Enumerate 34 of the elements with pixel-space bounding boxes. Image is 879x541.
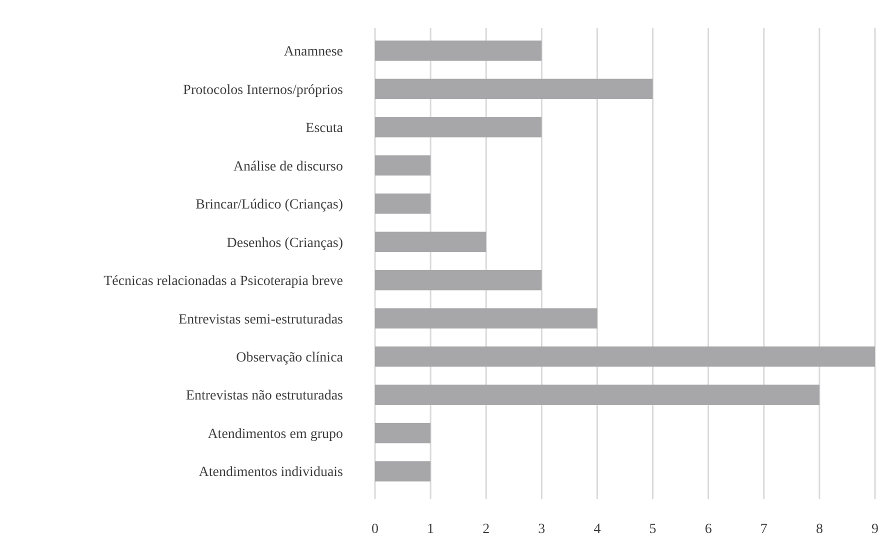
bar <box>375 384 820 405</box>
x-tick-label: 7 <box>760 522 768 537</box>
bar <box>375 232 486 252</box>
x-tick-label: 5 <box>649 522 656 537</box>
y-tick-label: Atendimentos individuais <box>198 465 343 480</box>
y-tick-label: Análise de discurso <box>233 159 343 174</box>
x-tick-label: 9 <box>872 522 878 537</box>
bar <box>375 461 431 482</box>
y-tick-label: Brincar/Lúdico (Crianças) <box>196 198 344 213</box>
x-tick-label: 1 <box>427 522 434 537</box>
y-tick-label: Entrevistas semi-estruturadas <box>178 312 343 328</box>
x-tick-label: 4 <box>594 522 601 537</box>
y-tick-label: Escuta <box>306 121 344 136</box>
bar <box>375 270 542 290</box>
y-tick-label: Atendimentos em grupo <box>208 426 343 442</box>
x-tick-label: 6 <box>704 522 712 537</box>
bar <box>375 78 653 100</box>
bar <box>375 117 542 138</box>
y-tick-label: Técnicas relacionadas a Psicoterapia breve <box>104 274 343 290</box>
bar <box>375 155 431 176</box>
y-tick-label: Anamnese <box>284 44 343 60</box>
bar <box>375 194 431 214</box>
y-tick-label: Desenhos (Crianças) <box>226 236 344 251</box>
x-tick-label: 2 <box>482 522 490 537</box>
bar <box>375 40 542 61</box>
y-tick-label: Entrevistas não estruturadas <box>186 388 343 404</box>
x-tick-label: 0 <box>372 522 378 537</box>
x-tick-label: 8 <box>816 522 823 537</box>
bar <box>375 422 431 444</box>
x-tick-label: 3 <box>538 522 546 537</box>
bar <box>375 308 598 328</box>
y-tick-label: Protocolos Internos/próprios <box>183 82 343 98</box>
bar <box>375 346 875 367</box>
y-tick-label: Observação clínica <box>236 350 344 366</box>
